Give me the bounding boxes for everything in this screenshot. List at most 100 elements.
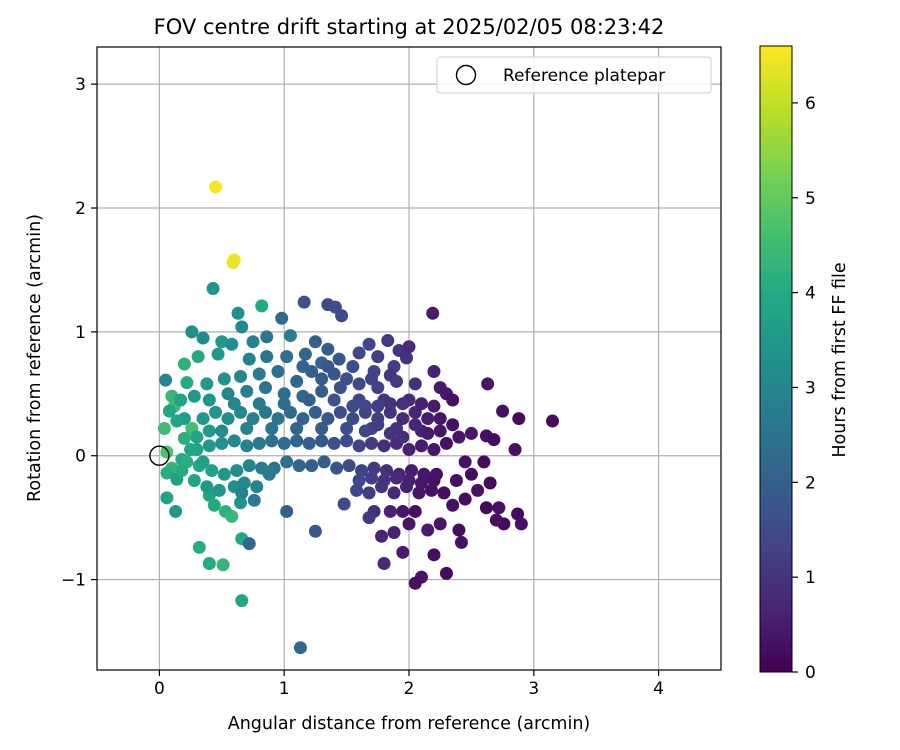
data-point [308, 524, 322, 538]
data-point [439, 566, 453, 580]
colorbar-tick-label: 4 [805, 284, 816, 304]
data-point [414, 397, 428, 411]
data-point [265, 434, 279, 448]
data-point [396, 397, 410, 411]
data-point [452, 523, 466, 537]
y-axis: −1 0 1 2 3 [61, 75, 97, 591]
data-point [352, 473, 366, 487]
data-point [221, 412, 235, 426]
data-point [330, 461, 344, 475]
data-point [202, 439, 216, 453]
data-point [260, 350, 274, 364]
data-point [449, 473, 463, 487]
data-point [355, 464, 369, 478]
data-point [271, 365, 285, 379]
data-point [371, 350, 385, 364]
data-point [235, 594, 249, 608]
colorbar-tick-label: 3 [805, 378, 816, 398]
data-point [514, 517, 528, 531]
data-point [352, 346, 366, 360]
data-point [439, 436, 453, 450]
data-point [315, 372, 329, 386]
data-point [160, 466, 174, 480]
data-point [185, 325, 199, 339]
data-point [277, 436, 291, 450]
data-point [225, 509, 239, 523]
data-point [362, 486, 376, 500]
data-point [387, 486, 401, 500]
data-point [258, 381, 272, 395]
data-point [400, 351, 414, 365]
data-point [342, 459, 356, 473]
data-point [446, 393, 460, 407]
data-point [427, 548, 441, 562]
data-point [292, 459, 306, 473]
data-point [290, 374, 304, 388]
data-point [427, 399, 441, 413]
x-tick-label: 1 [279, 679, 290, 699]
data-point [377, 556, 391, 570]
data-point [308, 405, 322, 419]
data-point [377, 439, 391, 453]
data-point [426, 306, 440, 320]
data-point [192, 540, 206, 554]
data-point [483, 476, 497, 490]
data-point [235, 320, 249, 334]
y-tick-label: 2 [75, 199, 86, 219]
data-point [240, 421, 254, 435]
data-point [215, 335, 229, 349]
data-points [157, 180, 560, 655]
data-point [231, 306, 245, 320]
data-point [177, 431, 191, 445]
data-point [209, 180, 223, 194]
data-point [365, 372, 379, 386]
data-point [358, 424, 372, 438]
data-point [421, 523, 435, 537]
data-point [205, 464, 219, 478]
data-point [250, 480, 264, 494]
data-point [247, 493, 261, 507]
data-point [277, 397, 291, 411]
data-point [169, 504, 183, 518]
data-point [458, 455, 472, 469]
data-point [492, 501, 506, 515]
data-point [283, 329, 297, 343]
data-point [227, 397, 241, 411]
data-point [191, 350, 205, 364]
data-point [340, 434, 354, 448]
colorbar-gradient [759, 45, 793, 673]
data-point [479, 501, 493, 515]
x-tick-label: 2 [404, 679, 415, 699]
data-point [202, 393, 216, 407]
data-point [396, 412, 410, 426]
y-tick-label: 1 [75, 323, 86, 343]
data-point [383, 368, 397, 382]
legend-label: Reference platepar [503, 66, 665, 86]
data-point [464, 467, 478, 481]
data-point [421, 412, 435, 426]
x-axis-label: Angular distance from reference (arcmin) [228, 714, 591, 734]
data-point [159, 373, 173, 387]
data-point [252, 436, 266, 450]
data-point [260, 330, 274, 344]
data-point [174, 393, 188, 407]
data-point [402, 443, 416, 457]
data-point [160, 491, 174, 505]
data-point [350, 483, 364, 497]
y-tick-label: −1 [61, 571, 86, 591]
x-tick-label: 4 [653, 679, 664, 699]
y-tick-label: 3 [75, 75, 86, 95]
data-point [234, 496, 248, 510]
data-point [446, 498, 460, 512]
data-point [217, 467, 231, 481]
data-point [271, 412, 285, 426]
data-point [240, 439, 254, 453]
data-point [290, 421, 304, 435]
colorbar-tick-label: 1 [805, 568, 816, 588]
reference-marker [149, 445, 170, 466]
x-axis: 0 1 2 3 4 [154, 670, 664, 699]
data-point [352, 439, 366, 453]
data-point [277, 387, 291, 401]
data-point [215, 436, 229, 450]
data-point [481, 377, 495, 391]
